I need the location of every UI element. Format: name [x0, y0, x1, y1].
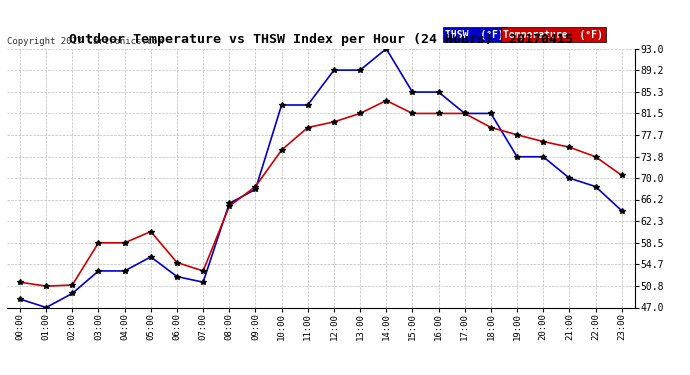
- Title: Outdoor Temperature vs THSW Index per Hour (24 Hours)  20170415: Outdoor Temperature vs THSW Index per Ho…: [69, 33, 573, 46]
- Text: Temperature  (°F): Temperature (°F): [503, 30, 603, 39]
- Text: THSW  (°F): THSW (°F): [445, 30, 504, 39]
- Text: Copyright 2017 Cartronics.com: Copyright 2017 Cartronics.com: [7, 37, 163, 46]
